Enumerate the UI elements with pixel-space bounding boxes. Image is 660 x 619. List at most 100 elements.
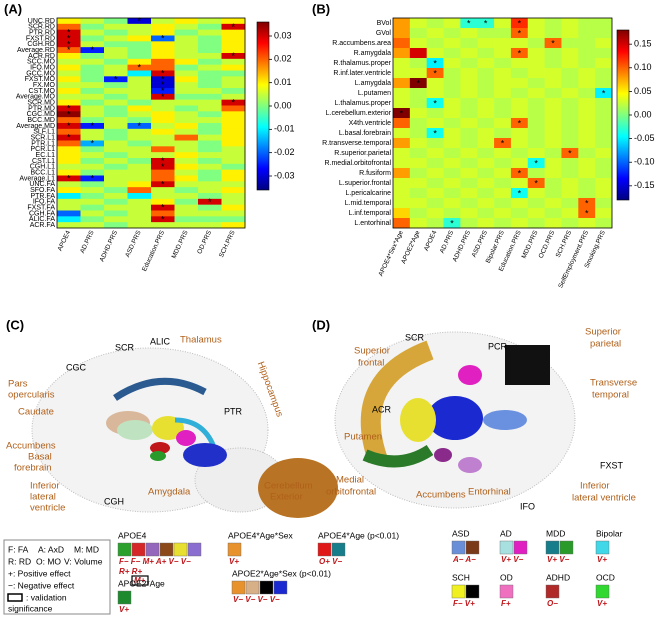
- column-label: OD.PRS: [196, 229, 213, 255]
- heat-cell: [104, 181, 128, 188]
- heat-cell: [426, 48, 444, 59]
- superior-parietal: [505, 345, 550, 385]
- row-label: CGC.MD: [27, 111, 55, 118]
- heat-cell: [104, 64, 128, 71]
- heat-cell: [80, 111, 105, 118]
- heat-cell: [409, 98, 427, 109]
- heat-cell: [127, 222, 152, 229]
- heat-cell: [409, 118, 427, 129]
- colorbar-tick-label: 0.01: [274, 77, 292, 87]
- heat-cell: [174, 128, 199, 135]
- significance-star: *: [67, 133, 71, 143]
- column-label: APOE4: [423, 229, 439, 252]
- significance-star: *: [67, 173, 71, 183]
- heat-cell: [510, 178, 529, 189]
- heat-cell: [578, 208, 596, 219]
- heat-cell: [57, 117, 81, 124]
- panel-label: (D): [312, 317, 330, 332]
- heat-cell: [80, 198, 105, 205]
- heat-cell: [595, 58, 613, 69]
- heat-cell: [409, 218, 427, 229]
- heat-cell: [544, 188, 562, 199]
- heat-cell: [595, 178, 613, 189]
- heat-cell: [494, 108, 512, 119]
- heat-cell: [198, 222, 222, 229]
- heat-cell: [393, 38, 411, 49]
- heat-cell: [443, 138, 461, 149]
- row-label: PTR.L1: [31, 140, 55, 147]
- colorbar-tick-label: -0.01: [274, 124, 295, 134]
- heat-cell: [510, 18, 529, 29]
- heat-cell: [127, 198, 152, 205]
- colorbar-tick-label: -0.10: [634, 157, 655, 167]
- heat-cell: [578, 138, 596, 149]
- legend-swatch: [227, 542, 242, 557]
- heat-cell: [151, 64, 175, 71]
- heat-cell: [544, 138, 562, 149]
- heat-cell: [393, 208, 411, 219]
- heat-cell: [104, 123, 128, 130]
- legend-codes: F− F− M+ A+ V− V−: [119, 557, 191, 566]
- heat-cell: [127, 47, 152, 54]
- heat-cell: [174, 193, 199, 200]
- heat-cell: [477, 48, 495, 59]
- label: ventricle: [30, 503, 65, 514]
- heat-cell: [578, 28, 596, 39]
- heat-cell: [174, 134, 199, 141]
- heat-cell: [477, 108, 495, 119]
- legend-title: OD: [500, 572, 513, 582]
- heat-cell: [578, 128, 596, 139]
- heat-cell: [527, 138, 545, 149]
- heat-cell: [127, 163, 152, 170]
- significance-star: *: [90, 121, 94, 131]
- heat-cell: [80, 70, 105, 77]
- heat-cell: [443, 108, 461, 119]
- heat-cell: [510, 108, 529, 119]
- row-label: L.thalamus.proper: [335, 100, 392, 107]
- heat-cell: [198, 18, 222, 25]
- heat-cell: [561, 98, 579, 109]
- heat-cell: [426, 68, 444, 79]
- heat-cell: [393, 188, 411, 199]
- legend-title: ASD: [452, 528, 469, 538]
- heat-cell: [104, 193, 128, 200]
- row-label: CGH.FA: [29, 210, 55, 217]
- heat-cell: [174, 216, 199, 223]
- heat-cell: [595, 48, 613, 59]
- heat-cell: [477, 88, 495, 99]
- heat-cell: [151, 198, 175, 205]
- legend-swatch: [317, 542, 332, 557]
- heat-cell: [221, 88, 246, 95]
- label: PCR: [488, 341, 508, 351]
- heat-cell: [578, 78, 596, 89]
- heat-cell: [510, 158, 529, 169]
- heat-cell: [393, 58, 411, 69]
- heat-cell: [198, 128, 222, 135]
- heat-cell: [80, 128, 105, 135]
- heat-cell: [426, 18, 444, 29]
- heat-cell: [578, 188, 596, 199]
- heat-cell: [221, 18, 246, 25]
- heat-cell: [443, 18, 461, 29]
- heat-cell: [221, 175, 246, 182]
- heat-cell: [104, 76, 128, 83]
- colorbar-tick-label: 0.15: [634, 39, 652, 49]
- heat-cell: [57, 111, 81, 118]
- heat-cell: [57, 187, 81, 194]
- column-label: AD.PRS: [79, 229, 96, 254]
- heat-cell: [57, 18, 81, 25]
- significance-star: *: [484, 19, 488, 29]
- label: ALIC: [150, 336, 171, 346]
- key: R: RD: [8, 556, 31, 566]
- heat-cell: [151, 23, 175, 30]
- label: Cerebellum: [264, 481, 313, 492]
- legend-codes: V+ V−: [501, 555, 524, 564]
- legend-swatch: [499, 540, 514, 555]
- heat-cell: [127, 64, 152, 71]
- heat-cell: [409, 168, 427, 179]
- label: Inferior: [580, 481, 610, 492]
- heat-cell: [127, 18, 152, 25]
- label: Superior: [585, 327, 621, 338]
- legend-swatch: [545, 584, 560, 599]
- heat-cell: [510, 128, 529, 139]
